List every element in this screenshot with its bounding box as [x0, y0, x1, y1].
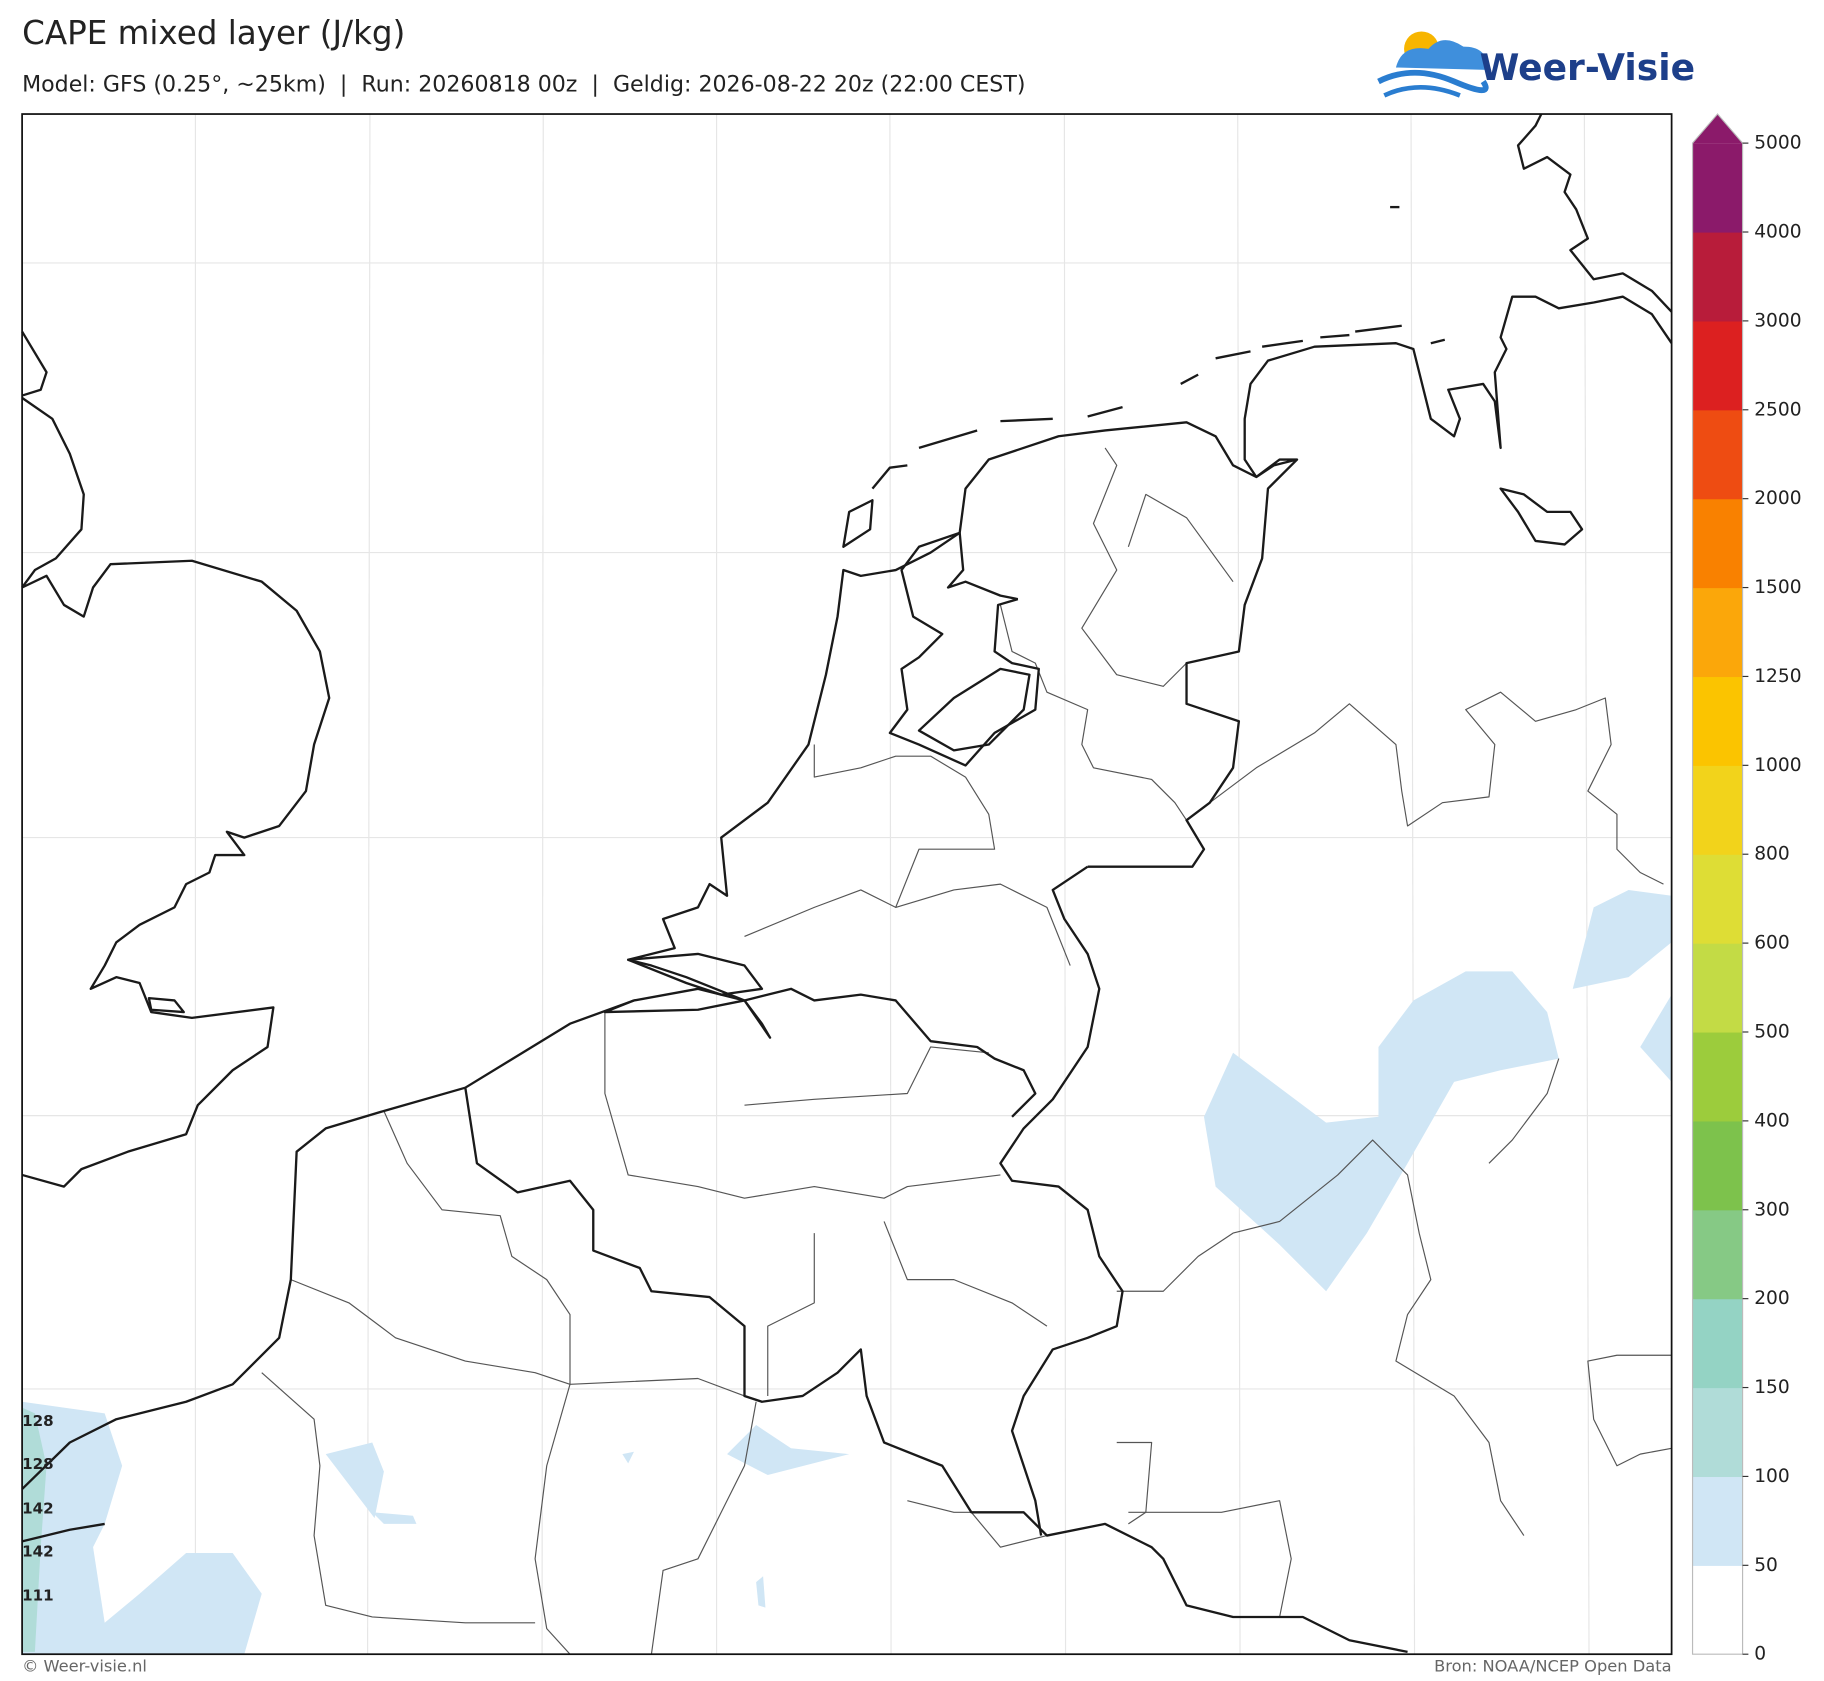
colorbar-tick-label: 1500 [1754, 577, 1801, 598]
footer-left: © Weer-visie.nl [22, 1657, 147, 1676]
colorbar-band [1692, 1031, 1743, 1122]
map-area: 128 128 142 142 111 [21, 113, 1673, 1656]
colorbar-tick-label: 800 [1754, 844, 1790, 865]
point-label: 111 [22, 1587, 54, 1605]
colorbar-tick-label: 100 [1754, 1466, 1790, 1487]
borders [261, 447, 1672, 1655]
colorbar-tick-label: 4000 [1754, 222, 1801, 243]
colorbar-band [1692, 765, 1743, 855]
colorbar-tick-label: 5000 [1754, 133, 1801, 154]
colorbar-band [1692, 1209, 1743, 1300]
colorbar-band [1692, 1298, 1743, 1389]
map-frame [21, 113, 1673, 1656]
colorbar-band [1692, 232, 1743, 322]
logo-text: Weer-Visie [1480, 47, 1695, 89]
colorbar-band [1692, 1565, 1743, 1655]
point-label: 128 [22, 1455, 54, 1473]
graticule [22, 114, 1672, 1655]
footer-right: Bron: NOAA/NCEP Open Data [1434, 1657, 1672, 1676]
colorbar-tick-label: 50 [1754, 1555, 1778, 1576]
logo: Weer-Visie [1377, 31, 1695, 98]
point-label: 142 [22, 1499, 54, 1517]
colorbar-band [1692, 943, 1743, 1033]
coastlines [21, 113, 1673, 1654]
colorbar-tick-label: 400 [1754, 1110, 1790, 1131]
colorbar-band [1692, 409, 1743, 500]
colorbar-tick-label: 500 [1754, 1021, 1790, 1042]
colorbar-tick-label: 2000 [1754, 488, 1801, 509]
title: CAPE mixed layer (J/kg) [22, 14, 405, 52]
colorbar-band [1692, 676, 1743, 766]
point-label: 142 [22, 1542, 54, 1560]
colorbar-band [1692, 320, 1743, 411]
colorbar-tick-label: 1250 [1754, 666, 1801, 687]
colorbar-tick-label: 3000 [1754, 310, 1801, 331]
colorbar-band [1692, 143, 1743, 233]
colorbar-band [1692, 854, 1743, 944]
colorbar-band [1692, 1387, 1743, 1478]
colorbar-band [1692, 1120, 1743, 1211]
point-label: 128 [22, 1412, 54, 1430]
colorbar-tick-label: 1000 [1754, 755, 1801, 776]
colorbar-outline [1691, 113, 1744, 1655]
colorbar-tick-label: 600 [1754, 933, 1790, 954]
colorbar: 0 50 100 150 200 300 400 500 600 800 1000 1250 1500 2… [1691, 113, 1802, 1665]
point-labels: 128 128 142 142 111 [22, 1412, 54, 1604]
colorbar-tick-label: 200 [1754, 1288, 1790, 1309]
colorbar-tick-label: 150 [1754, 1377, 1790, 1398]
colorbar-extend [1692, 114, 1743, 144]
colorbar-band [1692, 1476, 1743, 1566]
colorbar-band [1692, 498, 1743, 589]
colorbar-tick-label: 300 [1754, 1199, 1790, 1220]
colorbar-tick-label: 0 [1754, 1644, 1766, 1665]
colorbar-tick-label: 2500 [1754, 399, 1801, 420]
colorbar-band [1692, 587, 1743, 678]
subtitle: Model: GFS (0.25°, ~25km) | Run: 2026081… [22, 71, 1025, 97]
